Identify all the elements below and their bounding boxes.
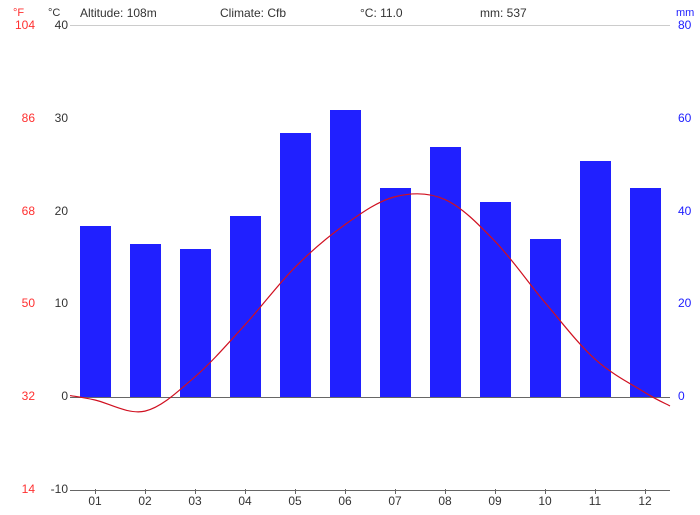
ytick-f: 32	[5, 389, 35, 403]
ytick-f: 68	[5, 204, 35, 218]
precip-label: mm: 537	[480, 6, 527, 20]
ytick-c: -10	[38, 482, 68, 496]
xtick-label: 07	[388, 494, 401, 508]
xtick	[345, 489, 346, 494]
climate-label: Climate: Cfb	[220, 6, 286, 20]
xtick	[445, 489, 446, 494]
xtick-label: 03	[188, 494, 201, 508]
ytick-mm: 40	[678, 204, 700, 218]
ytick-mm: 60	[678, 111, 700, 125]
plot-area	[70, 25, 670, 491]
ytick-f: 14	[5, 482, 35, 496]
ytick-c: 40	[38, 18, 68, 32]
xtick-label: 08	[438, 494, 451, 508]
xtick-label: 11	[589, 494, 601, 508]
xtick	[245, 489, 246, 494]
ytick-mm: 20	[678, 296, 700, 310]
ytick-mm: 0	[678, 389, 700, 403]
ytick-f: 50	[5, 296, 35, 310]
xtick	[145, 489, 146, 494]
ytick-c: 30	[38, 111, 68, 125]
xtick-label: 12	[638, 494, 651, 508]
ytick-f: 104	[5, 18, 35, 32]
xtick	[645, 489, 646, 494]
xtick-label: 01	[88, 494, 101, 508]
xtick-label: 02	[138, 494, 151, 508]
xtick	[495, 489, 496, 494]
ytick-c: 0	[38, 389, 68, 403]
xtick-label: 09	[488, 494, 501, 508]
xtick-label: 05	[288, 494, 301, 508]
xtick	[195, 489, 196, 494]
ytick-c: 20	[38, 204, 68, 218]
altitude-label: Altitude: 108m	[80, 6, 157, 20]
xtick	[395, 489, 396, 494]
xtick	[545, 489, 546, 494]
xtick-label: 04	[238, 494, 251, 508]
temperature-line	[70, 26, 670, 490]
xtick	[95, 489, 96, 494]
ytick-f: 86	[5, 111, 35, 125]
ytick-c: 10	[38, 296, 68, 310]
xtick-label: 10	[538, 494, 551, 508]
xtick-label: 06	[338, 494, 351, 508]
xtick	[295, 489, 296, 494]
ytick-mm: 80	[678, 18, 700, 32]
xtick	[595, 489, 596, 494]
avg-temp-label: °C: 11.0	[360, 6, 403, 20]
